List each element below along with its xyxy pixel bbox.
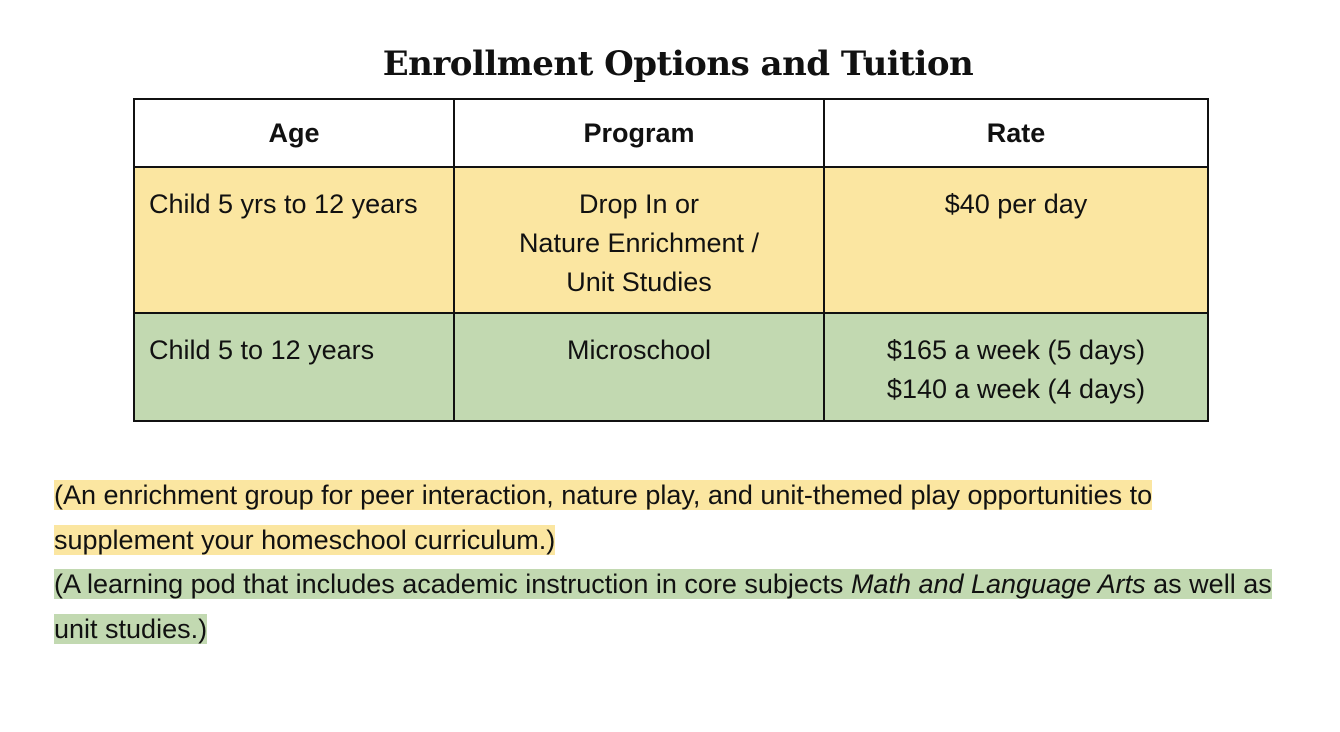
enrichment-note: (An enrichment group for peer interactio… bbox=[54, 480, 1153, 555]
table-header-row: Age Program Rate bbox=[133, 98, 1209, 168]
age-cell: Child 5 yrs to 12 years bbox=[133, 166, 455, 314]
core-subjects-text: Math and Language Arts bbox=[850, 569, 1146, 599]
column-header-program: Program bbox=[453, 98, 825, 168]
program-line: Nature Enrichment / bbox=[518, 228, 760, 258]
column-header-age: Age bbox=[133, 98, 455, 168]
program-cell: Drop In or Nature Enrichment / Unit Stud… bbox=[453, 166, 825, 314]
tuition-table: Age Program Rate Child 5 yrs to 12 years… bbox=[133, 98, 1209, 422]
program-line: Unit Studies bbox=[566, 267, 712, 297]
learning-pod-note-end: as well as unit studies.) bbox=[54, 569, 1272, 644]
table-row: Child 5 to 12 years Microschool $165 a w… bbox=[133, 312, 1209, 422]
rate-cell: $40 per day bbox=[823, 166, 1209, 314]
program-line: Drop In or bbox=[578, 189, 700, 219]
rate-line: $165 a week (5 days) bbox=[886, 335, 1146, 365]
program-line: Microschool bbox=[566, 335, 712, 365]
rate-line: $140 a week (4 days) bbox=[886, 374, 1146, 404]
rate-line: $40 per day bbox=[944, 189, 1088, 219]
program-notes: (An enrichment group for peer interactio… bbox=[54, 473, 1294, 651]
page-title: Enrollment Options and Tuition bbox=[382, 44, 974, 84]
rate-cell: $165 a week (5 days) $140 a week (4 days… bbox=[823, 312, 1209, 422]
program-cell: Microschool bbox=[453, 312, 825, 422]
learning-pod-note-start: (A learning pod that includes academic i… bbox=[54, 569, 851, 599]
learning-pod-note: (A learning pod that includes academic i… bbox=[54, 569, 1272, 644]
table-row: Child 5 yrs to 12 years Drop In or Natur… bbox=[133, 166, 1209, 314]
age-cell: Child 5 to 12 years bbox=[133, 312, 455, 422]
column-header-rate: Rate bbox=[823, 98, 1209, 168]
